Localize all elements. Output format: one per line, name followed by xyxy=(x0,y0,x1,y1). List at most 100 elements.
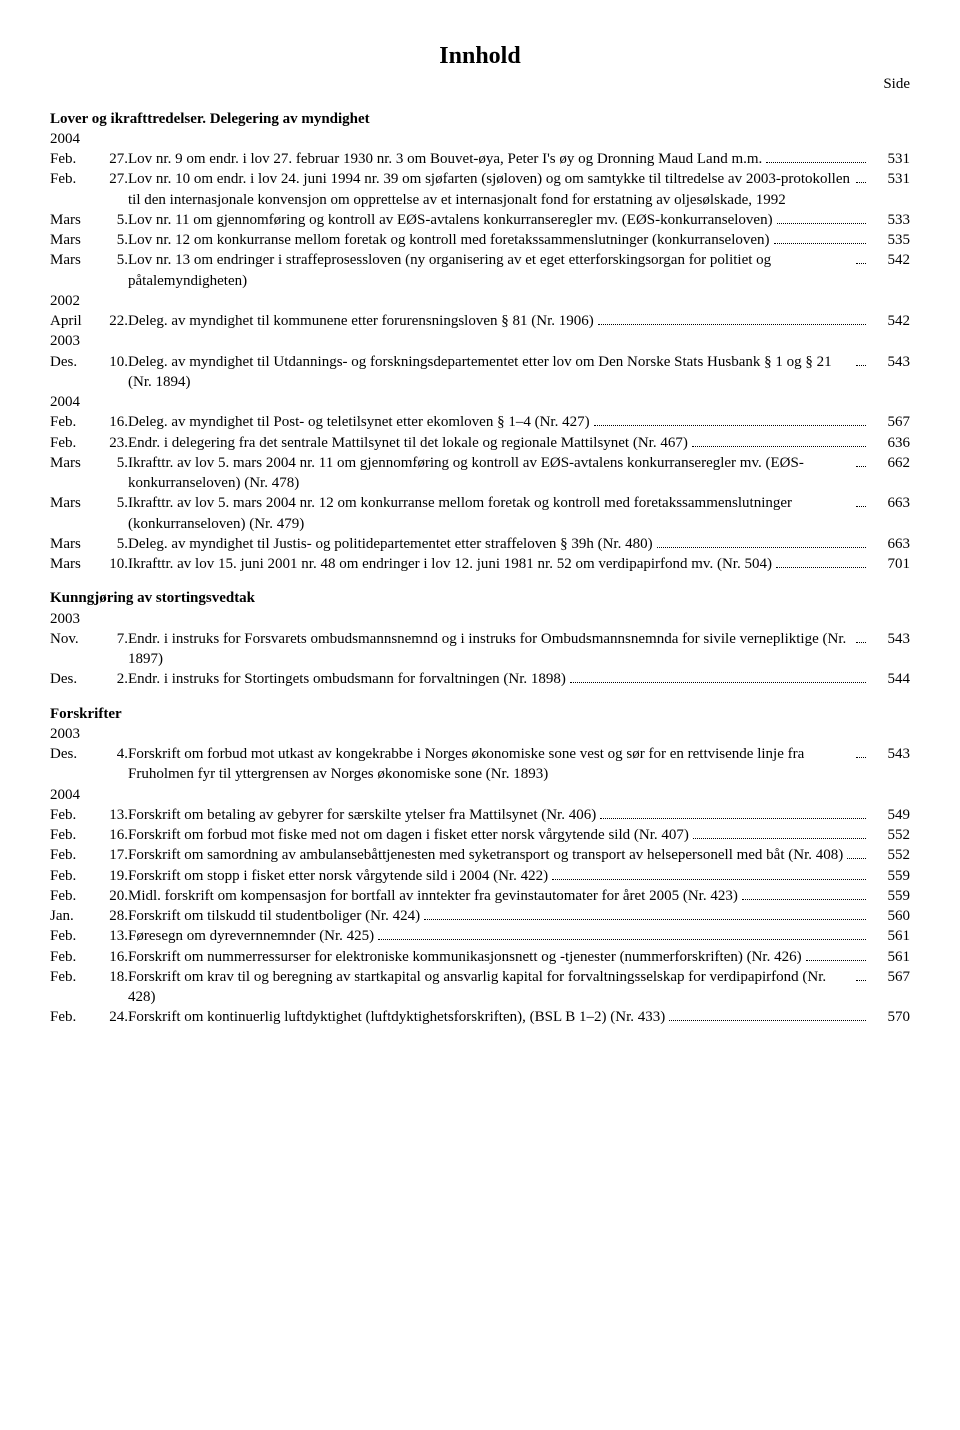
section-heading: Forskrifter xyxy=(50,704,910,724)
toc-row: Feb.19.Forskrift om stopp i fisket etter… xyxy=(50,866,910,886)
entry-page: 663 xyxy=(868,534,910,554)
entry-page: 544 xyxy=(868,669,910,689)
entry-page: 549 xyxy=(868,805,910,825)
toc-table: Feb.27.Lov nr. 9 om endr. i lov 27. febr… xyxy=(50,149,910,291)
entry-month: Mars xyxy=(50,453,98,494)
toc-row: Jan.28.Forskrift om tilskudd til student… xyxy=(50,906,910,926)
entry-number: 19. xyxy=(98,866,128,886)
entry-number: 28. xyxy=(98,906,128,926)
entry-month: Feb. xyxy=(50,805,98,825)
entry-number: 27. xyxy=(98,169,128,210)
toc-row: Feb.24.Forskrift om kontinuerlig luftdyk… xyxy=(50,1007,910,1027)
entry-number: 10. xyxy=(98,554,128,574)
toc-row: Feb.13.Føresegn om dyrevernnemnder (Nr. … xyxy=(50,926,910,946)
entry-month: Feb. xyxy=(50,947,98,967)
entry-number: 22. xyxy=(98,311,128,331)
entry-text: Forskrift om stopp i fisket etter norsk … xyxy=(128,866,868,886)
toc-table: Des.10.Deleg. av myndighet til Utdanning… xyxy=(50,352,910,393)
entry-page: 531 xyxy=(868,169,910,210)
entry-page: 559 xyxy=(868,886,910,906)
entry-month: Feb. xyxy=(50,169,98,210)
entry-text: Deleg. av myndighet til Post- og teletil… xyxy=(128,412,868,432)
toc-table: Nov.7.Endr. i instruks for Forsvarets om… xyxy=(50,629,910,690)
toc-row: Mars5.Lov nr. 13 om endringer i straffep… xyxy=(50,250,910,291)
entry-month: Mars xyxy=(50,210,98,230)
entry-page: 533 xyxy=(868,210,910,230)
entry-text: Føresegn om dyrevernnemnder (Nr. 425) xyxy=(128,926,868,946)
entry-text: Forskrift om kontinuerlig luftdyktighet … xyxy=(128,1007,868,1027)
entry-month: Jan. xyxy=(50,906,98,926)
entry-number: 13. xyxy=(98,926,128,946)
entry-page: 663 xyxy=(868,493,910,534)
entry-text: Deleg. av myndighet til kommunene etter … xyxy=(128,311,868,331)
entry-number: 5. xyxy=(98,230,128,250)
toc-row: Mars5.Lov nr. 11 om gjennomføring og kon… xyxy=(50,210,910,230)
year-label: 2004 xyxy=(50,392,910,412)
entry-number: 5. xyxy=(98,493,128,534)
entry-text: Ikrafttr. av lov 5. mars 2004 nr. 12 om … xyxy=(128,493,868,534)
entry-page: 560 xyxy=(868,906,910,926)
toc-row: Feb.16.Deleg. av myndighet til Post- og … xyxy=(50,412,910,432)
entry-month: April xyxy=(50,311,98,331)
entry-text: Endr. i instruks for Stortingets ombudsm… xyxy=(128,669,868,689)
entry-text: Deleg. av myndighet til Justis- og polit… xyxy=(128,534,868,554)
entry-text: Deleg. av myndighet til Utdannings- og f… xyxy=(128,352,868,393)
entry-text: Ikrafttr. av lov 15. juni 2001 nr. 48 om… xyxy=(128,554,868,574)
entry-number: 13. xyxy=(98,805,128,825)
entry-page: 542 xyxy=(868,250,910,291)
entry-page: 636 xyxy=(868,433,910,453)
entry-month: Feb. xyxy=(50,845,98,865)
entry-page: 543 xyxy=(868,629,910,670)
entry-text: Lov nr. 13 om endringer i straffeprosess… xyxy=(128,250,868,291)
toc-row: Mars5.Lov nr. 12 om konkurranse mellom f… xyxy=(50,230,910,250)
entry-text: Forskrift om samordning av ambulansebått… xyxy=(128,845,868,865)
entry-month: Nov. xyxy=(50,629,98,670)
entry-number: 16. xyxy=(98,825,128,845)
toc-row: Mars5.Ikrafttr. av lov 5. mars 2004 nr. … xyxy=(50,453,910,494)
entry-number: 5. xyxy=(98,534,128,554)
entry-number: 5. xyxy=(98,250,128,291)
entry-text: Endr. i delegering fra det sentrale Matt… xyxy=(128,433,868,453)
entry-month: Mars xyxy=(50,493,98,534)
page-title: Innhold xyxy=(50,40,910,72)
entry-month: Mars xyxy=(50,230,98,250)
entry-page: 559 xyxy=(868,866,910,886)
entry-number: 24. xyxy=(98,1007,128,1027)
entry-month: Feb. xyxy=(50,412,98,432)
entry-month: Des. xyxy=(50,744,98,785)
entry-page: 567 xyxy=(868,412,910,432)
entry-text: Endr. i instruks for Forsvarets ombudsma… xyxy=(128,629,868,670)
entry-number: 10. xyxy=(98,352,128,393)
year-label: 2002 xyxy=(50,291,910,311)
toc-row: Feb.17.Forskrift om samordning av ambula… xyxy=(50,845,910,865)
entry-page: 543 xyxy=(868,744,910,785)
year-label: 2003 xyxy=(50,609,910,629)
entry-text: Ikrafttr. av lov 5. mars 2004 nr. 11 om … xyxy=(128,453,868,494)
toc-row: Feb.13.Forskrift om betaling av gebyrer … xyxy=(50,805,910,825)
entry-number: 2. xyxy=(98,669,128,689)
year-label: 2004 xyxy=(50,785,910,805)
entry-month: Feb. xyxy=(50,926,98,946)
entry-text: Lov nr. 9 om endr. i lov 27. februar 193… xyxy=(128,149,868,169)
toc-row: Des.10.Deleg. av myndighet til Utdanning… xyxy=(50,352,910,393)
toc-row: Feb.23.Endr. i delegering fra det sentra… xyxy=(50,433,910,453)
entry-text: Lov nr. 10 om endr. i lov 24. juni 1994 … xyxy=(128,169,868,210)
year-label: 2003 xyxy=(50,331,910,351)
entry-number: 16. xyxy=(98,412,128,432)
toc-row: Mars5.Deleg. av myndighet til Justis- og… xyxy=(50,534,910,554)
entry-page: 552 xyxy=(868,825,910,845)
entry-month: Des. xyxy=(50,352,98,393)
entry-text: Midl. forskrift om kompensasjon for bort… xyxy=(128,886,868,906)
toc-row: April22.Deleg. av myndighet til kommunen… xyxy=(50,311,910,331)
entry-number: 5. xyxy=(98,210,128,230)
toc-table: April22.Deleg. av myndighet til kommunen… xyxy=(50,311,910,331)
entry-number: 18. xyxy=(98,967,128,1008)
entry-month: Des. xyxy=(50,669,98,689)
entry-page: 531 xyxy=(868,149,910,169)
entry-page: 570 xyxy=(868,1007,910,1027)
entry-month: Feb. xyxy=(50,433,98,453)
entry-text: Forskrift om krav til og beregning av st… xyxy=(128,967,868,1008)
entry-text: Lov nr. 11 om gjennomføring og kontroll … xyxy=(128,210,868,230)
toc-table: Feb.16.Deleg. av myndighet til Post- og … xyxy=(50,412,910,574)
entry-number: 27. xyxy=(98,149,128,169)
